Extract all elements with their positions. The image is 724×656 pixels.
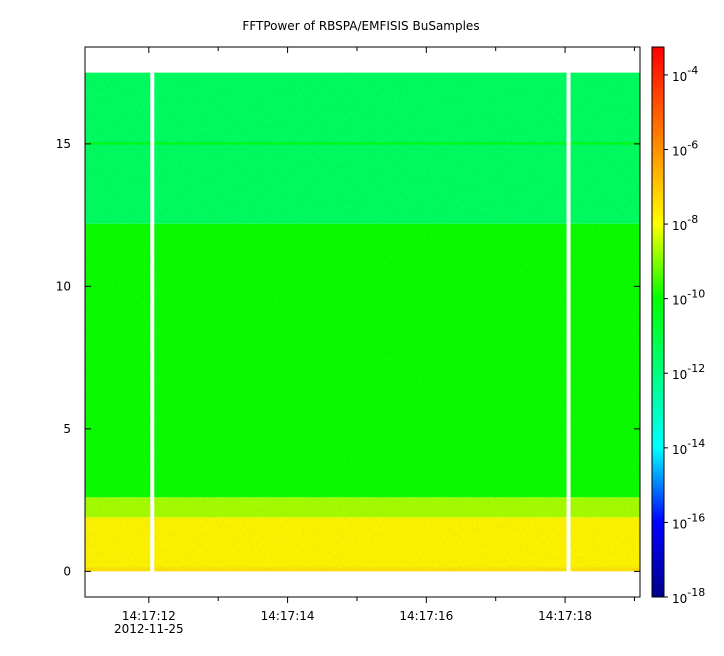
y-tick-label: 10	[56, 279, 71, 293]
tick-exponent: -10	[687, 288, 705, 301]
tick-base: 10	[672, 592, 687, 606]
y-tick-label: 15	[56, 137, 71, 151]
plot-frame	[84, 46, 641, 598]
x-tick-label: 14:17:16	[399, 609, 453, 623]
colorbar-tick-label: 10-6	[672, 138, 698, 158]
tick-exponent: -18	[687, 586, 705, 599]
colorbar-tick-label: 10-16	[672, 511, 705, 531]
tick-exponent: -14	[687, 437, 705, 450]
tick-exponent: -8	[687, 213, 698, 226]
tick-exponent: -6	[687, 138, 698, 151]
colorbar	[651, 46, 665, 598]
tick-base: 10	[672, 294, 687, 308]
chart-title: FFTPower of RBSPA/EMFISIS BuSamples	[242, 19, 479, 33]
tick-base: 10	[672, 144, 687, 158]
colorbar-tick-label: 10-12	[672, 362, 705, 382]
colorbar-tick-label: 10-8	[672, 213, 698, 233]
x-tick-label: 14:17:18	[538, 609, 592, 623]
tick-base: 10	[672, 368, 687, 382]
data-gap	[150, 71, 155, 573]
x-tick-label: 14:17:14	[261, 609, 315, 623]
x-tick-label: 14:17:12	[122, 609, 176, 623]
tick-exponent: -4	[687, 64, 698, 77]
colorbar-tick-label: 10-18	[672, 586, 705, 606]
tick-base: 10	[672, 70, 687, 84]
tick-exponent: -16	[687, 511, 705, 524]
tick-base: 10	[672, 219, 687, 233]
data-gap	[566, 71, 571, 573]
colorbar-tick-label: 10-4	[672, 64, 698, 84]
tick-base: 10	[672, 443, 687, 457]
colorbar-tick-label: 10-10	[672, 288, 705, 308]
noise-texture	[85, 72, 640, 572]
tick-base: 10	[672, 517, 687, 531]
y-tick-label: 5	[63, 422, 71, 436]
tick-exponent: -12	[687, 362, 705, 375]
y-tick-label: 0	[63, 564, 71, 578]
spectrogram	[85, 71, 640, 573]
colorbar-tick-label: 10-14	[672, 437, 705, 457]
date-label: 2012-11-25	[114, 622, 184, 636]
